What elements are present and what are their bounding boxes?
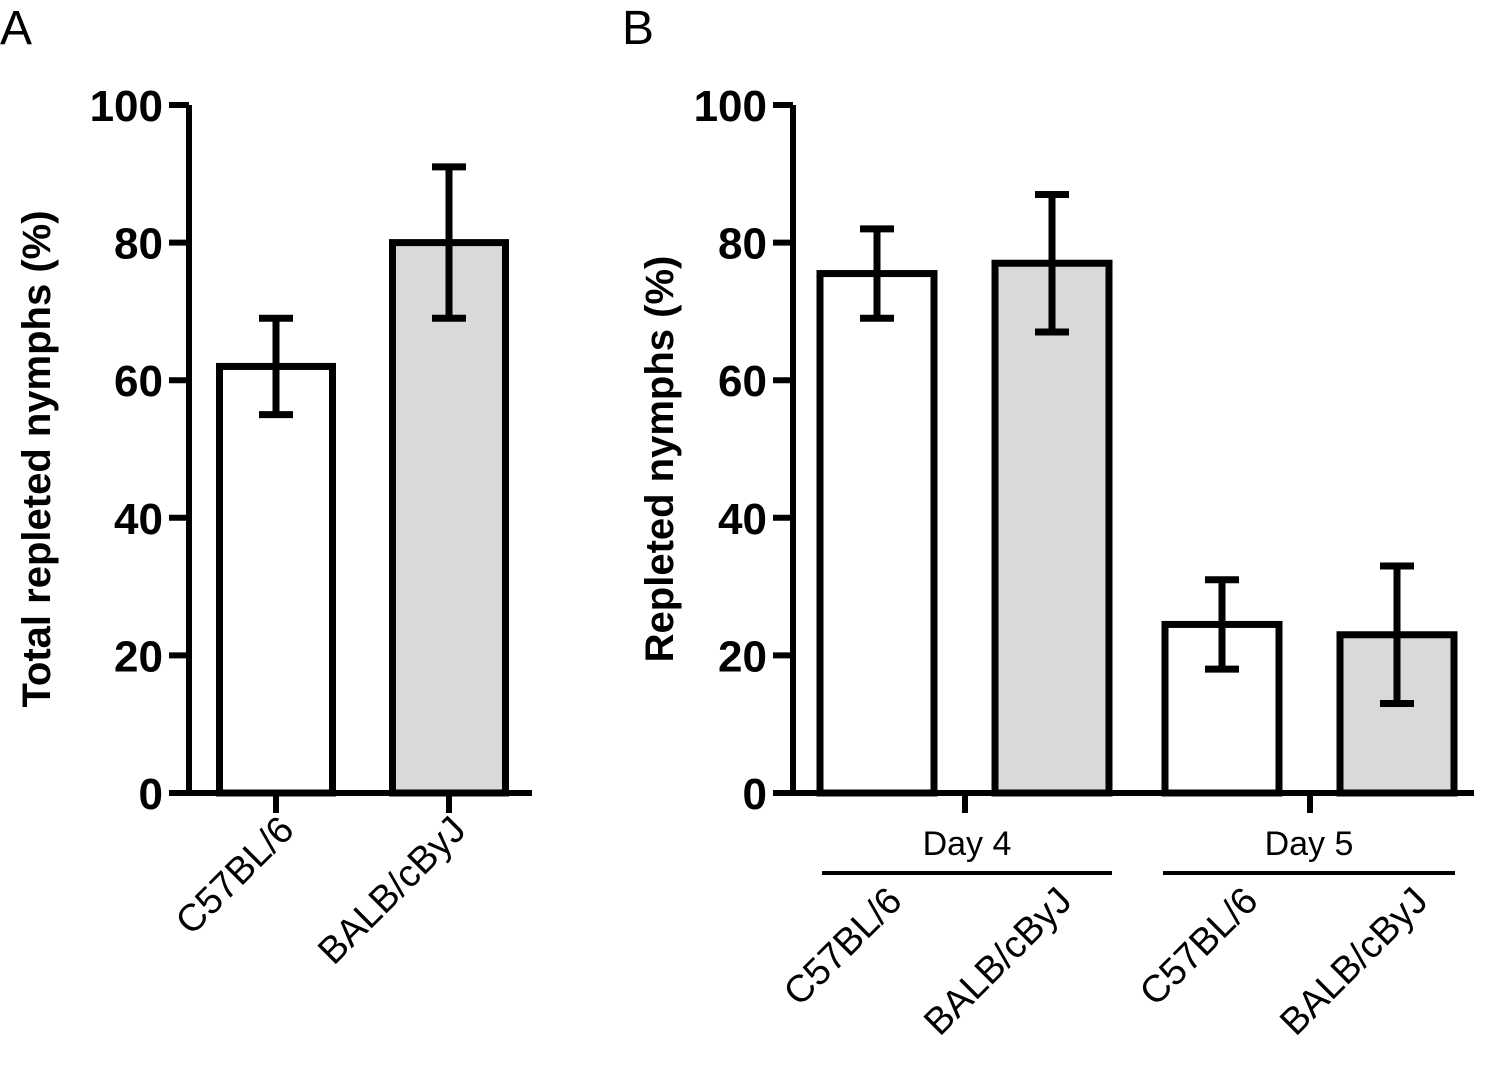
x-category-label: BALB/cByJ (916, 880, 1080, 1044)
x-category-label: BALB/cByJ (1272, 880, 1436, 1044)
y-tick-label: 40 (718, 495, 767, 544)
x-category-label: BALB/cByJ (310, 809, 474, 973)
panel-b-letter: B (622, 2, 654, 55)
y-tick-label: 0 (743, 770, 767, 819)
y-tick-label: 20 (114, 632, 163, 681)
y-axis-title: Repleted nymphs (%) (638, 256, 682, 663)
x-category-label: C57BL/6 (168, 809, 302, 943)
y-tick-label: 80 (718, 220, 767, 269)
panel-a-letter: A (0, 2, 32, 55)
y-axis-title: Total repleted nymphs (%) (15, 210, 59, 707)
y-tick-label: 100 (90, 82, 163, 131)
x-category-label: C57BL/6 (1132, 880, 1266, 1014)
group-label: Day 4 (923, 825, 1012, 863)
bar (216, 362, 336, 797)
x-category-label: C57BL/6 (776, 880, 910, 1014)
y-tick-label: 20 (718, 632, 767, 681)
bar (389, 239, 509, 797)
y-tick-label: 80 (114, 220, 163, 269)
y-tick-label: 60 (114, 357, 163, 406)
y-tick-label: 0 (139, 770, 163, 819)
y-tick-label: 100 (694, 82, 767, 131)
panel-a-chart: 0 20 40 60 80 100 Total repleted nymphs (%) C57… (15, 82, 532, 973)
bar (816, 270, 938, 797)
bar (991, 259, 1113, 797)
y-tick-label: 60 (718, 357, 767, 406)
y-tick-label: 40 (114, 495, 163, 544)
group-label: Day 5 (1265, 825, 1354, 863)
